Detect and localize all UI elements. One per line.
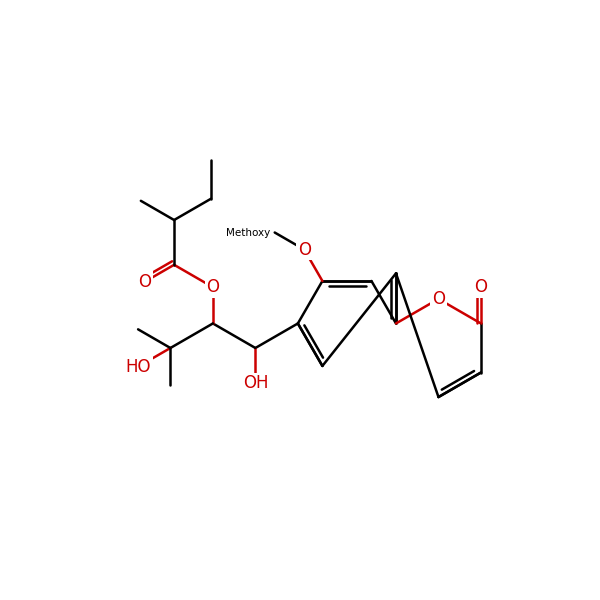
- Text: O: O: [432, 290, 445, 308]
- Text: Methoxy: Methoxy: [226, 227, 271, 238]
- Text: O: O: [138, 273, 151, 291]
- Text: OH: OH: [242, 374, 268, 392]
- Text: O: O: [475, 278, 487, 296]
- Text: HO: HO: [125, 358, 151, 376]
- Text: O: O: [206, 278, 220, 296]
- Text: O: O: [298, 241, 311, 259]
